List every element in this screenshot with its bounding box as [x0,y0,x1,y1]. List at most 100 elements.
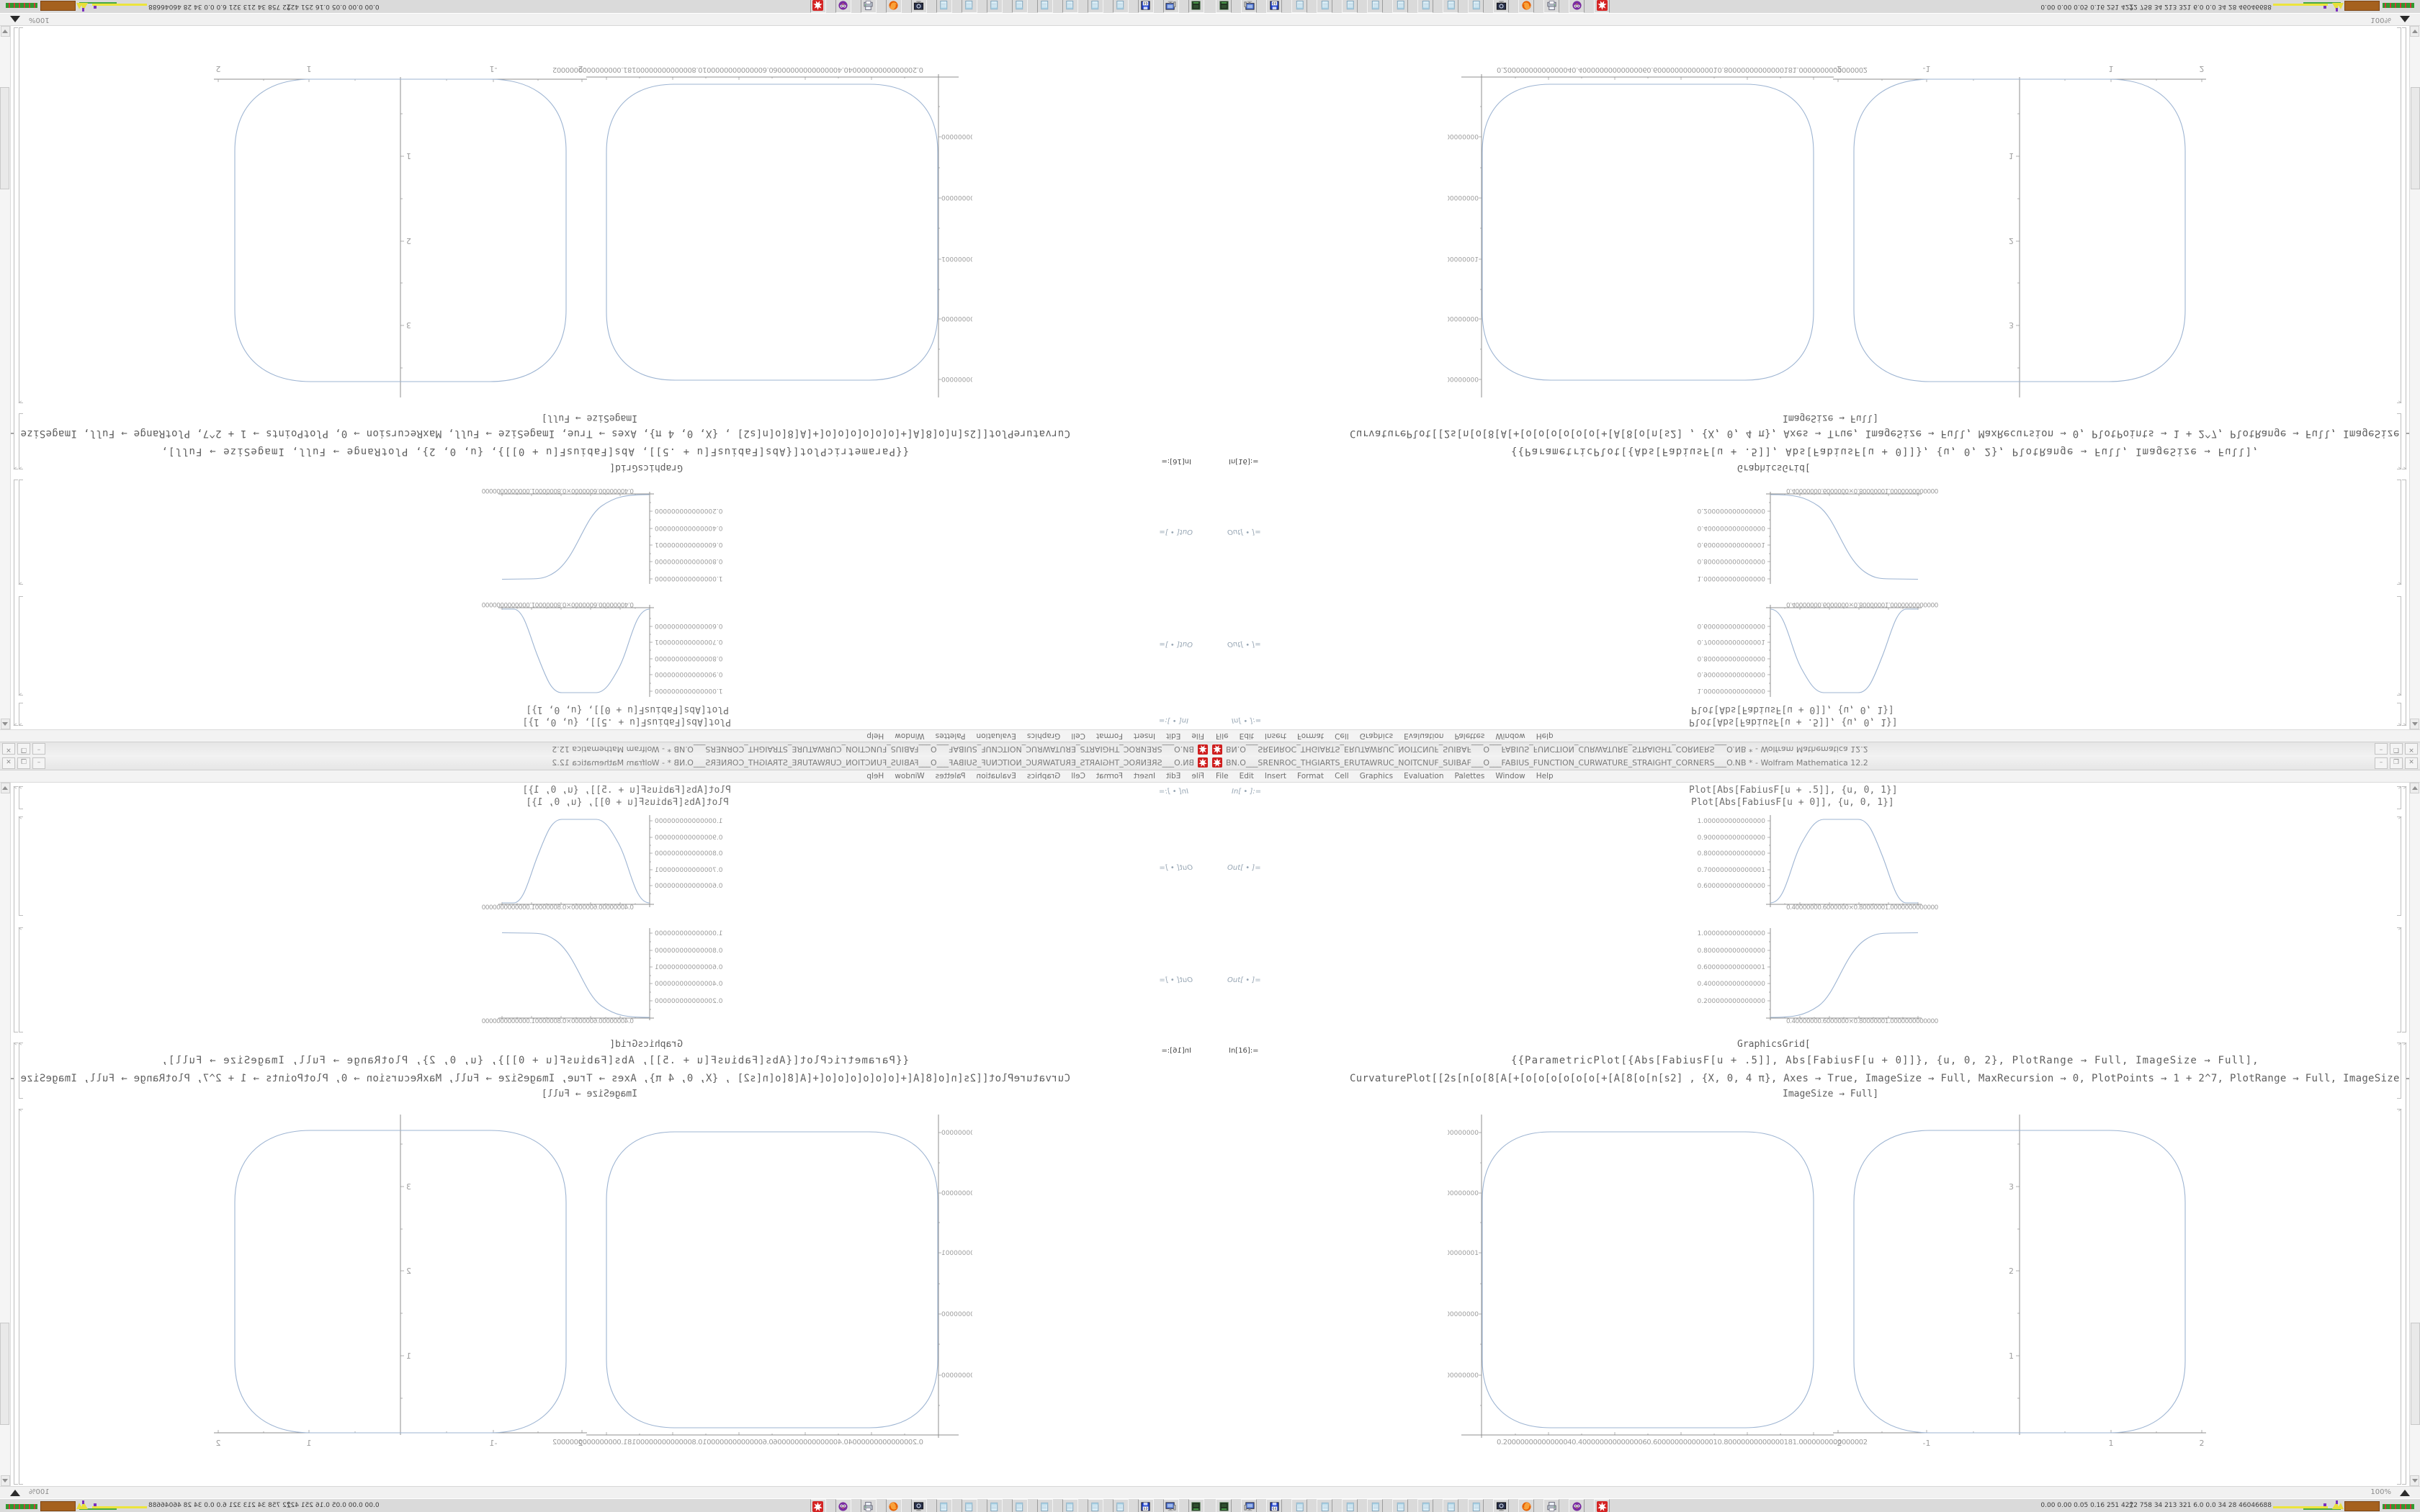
input-cell-line[interactable]: ImageSize → Full] [541,1089,637,1099]
input-cell-line[interactable]: CurvaturePlot[[2s[n[o[8[A[+[o[o[o[o[o[o[… [0,1073,1070,1084]
menu-format[interactable]: Format [1297,732,1325,740]
menu-window[interactable]: Window [895,732,925,740]
notepad-window-button[interactable] [1342,0,1358,13]
mathematica-taskbar-button[interactable] [1594,0,1610,13]
menu-help[interactable]: Help [1536,772,1554,780]
menu-graphics[interactable]: Graphics [1359,732,1394,740]
display-settings-button[interactable] [1241,0,1257,13]
menu-file[interactable]: File [1216,772,1229,780]
notepad-window-button[interactable] [1291,0,1307,13]
cell-bracket[interactable] [2397,27,2401,403]
notepad-window-button[interactable] [1392,1499,1408,1512]
screenshot-tool-button[interactable] [1493,1499,1509,1512]
zoom-level[interactable]: 100% [29,16,50,24]
notepad-window-button[interactable] [1367,1499,1383,1512]
minimize-button[interactable]: – [2375,743,2388,755]
cell-bracket[interactable] [19,480,23,585]
menu-window[interactable]: Window [895,772,925,780]
owl-app-button[interactable] [1569,0,1585,13]
screenshot-tool-button[interactable] [911,1499,927,1512]
cell-bracket[interactable] [19,1109,23,1485]
input-cell-line[interactable]: ImageSize → Full] [1783,1089,1879,1099]
notepad-window-button[interactable] [1088,0,1103,13]
notepad-window-button[interactable] [987,0,1003,13]
scrollbar-thumb[interactable] [2411,1323,2420,1425]
input-cell-line[interactable]: {{ParametricPlot[{Abs[FabiusF[u + .5]], … [1511,1055,2259,1066]
removable-drive-button[interactable] [1188,0,1204,13]
notepad-window-button[interactable] [1417,1499,1433,1512]
menu-insert[interactable]: Insert [1264,732,1287,740]
window-titlebar[interactable]: BN.O___SRENROC_THGIARTS_ERUTAWRUC_NOITCN… [1210,756,2420,770]
input-cell-line[interactable]: GraphicsGrid[ [1737,1039,1811,1050]
input-cell-line[interactable]: GraphicsGrid[ [609,462,683,473]
system-monitor-applet[interactable]: 0.00 0.00 0.05 0.16 251 4272 758 34 213 … [2040,0,2416,13]
scroll-down-button[interactable] [2410,26,2419,37]
cell-bracket[interactable] [19,27,23,403]
close-button[interactable]: ✕ [2,757,15,769]
notepad-window-button[interactable] [936,1499,952,1512]
magnification-bar[interactable]: 100% [0,1486,1210,1498]
cell-bracket[interactable] [19,703,23,726]
menu-evaluation[interactable]: Evaluation [1404,732,1444,740]
save-64-button[interactable]: 64 [1138,1499,1154,1512]
menu-file[interactable]: File [1191,732,1204,740]
notepad-window-button[interactable] [1113,1499,1129,1512]
save-64-button[interactable]: 64 [1266,0,1282,13]
maximize-button[interactable]: ❐ [17,743,30,755]
scroll-up-button[interactable] [1,783,10,793]
notepad-window-button[interactable] [1443,0,1458,13]
resize-grip-icon[interactable] [10,16,20,22]
save-64-button[interactable]: 64 [1266,1499,1282,1512]
cell-group-bracket[interactable] [14,1043,18,1485]
removable-drive-button[interactable] [1216,0,1232,13]
input-cell-line[interactable]: Plot[Abs[FabiusF[u + 0]], {u, 0, 1}] [1691,704,1894,715]
notebook-area[interactable]: In[ • ]:= Plot[Abs[FabiusF[u + .5]], {u,… [1210,26,2420,729]
menu-help[interactable]: Help [866,772,884,780]
mathematica-taskbar-button[interactable] [1594,1499,1610,1512]
cell-group-bracket[interactable] [14,480,18,726]
input-cell-line[interactable]: Plot[Abs[FabiusF[u + 0]], {u, 0, 1}] [526,704,729,715]
cell-bracket[interactable] [19,786,23,809]
window-titlebar[interactable]: BN.O___SRENROC_THGIARTS_ERUTAWRUC_NOITCN… [1210,742,2420,756]
cell-bracket[interactable] [19,1043,23,1099]
cell-bracket[interactable] [2397,816,2401,916]
maximize-button[interactable]: ❐ [2390,743,2403,755]
menu-file[interactable]: File [1216,732,1229,740]
menu-help[interactable]: Help [866,732,884,740]
menu-cell[interactable]: Cell [1071,732,1085,740]
input-cell-line[interactable]: {{ParametricPlot[{Abs[FabiusF[u + .5]], … [161,446,909,457]
scroll-down-button[interactable] [2410,1475,2419,1486]
firefox-button[interactable] [886,1499,902,1512]
notepad-window-button[interactable] [962,1499,977,1512]
magnification-bar[interactable]: 100% [0,14,1210,26]
vertical-scrollbar[interactable] [2409,783,2420,1486]
menu-graphics[interactable]: Graphics [1026,772,1061,780]
menu-insert[interactable]: Insert [1133,732,1156,740]
menu-graphics[interactable]: Graphics [1026,732,1061,740]
notepad-window-button[interactable] [1037,0,1053,13]
menu-palettes[interactable]: Palettes [935,732,966,740]
resize-grip-icon[interactable] [2400,1490,2410,1496]
cell-group-bracket[interactable] [2402,27,2406,469]
close-button[interactable]: ✕ [2,743,15,755]
menu-cell[interactable]: Cell [1335,732,1349,740]
input-cell-line[interactable]: {{ParametricPlot[{Abs[FabiusF[u + .5]], … [161,1055,909,1066]
input-cell-line[interactable]: {{ParametricPlot[{Abs[FabiusF[u + .5]], … [1511,446,2259,457]
input-cell-line[interactable]: Plot[Abs[FabiusF[u + 0]], {u, 0, 1}] [526,797,729,808]
zoom-level[interactable]: 100% [2370,1488,2391,1496]
printer-button[interactable] [1543,1499,1559,1512]
screenshot-tool-button[interactable] [911,0,927,13]
input-cell-line[interactable]: ImageSize → Full] [1783,413,1879,423]
notepad-window-button[interactable] [1367,0,1383,13]
notepad-window-button[interactable] [1113,0,1129,13]
menu-insert[interactable]: Insert [1264,772,1287,780]
mathematica-taskbar-button[interactable] [810,0,826,13]
printer-button[interactable] [861,1499,877,1512]
menu-edit[interactable]: Edit [1239,772,1254,780]
input-cell-line[interactable]: Plot[Abs[FabiusF[u + .5]], {u, 0, 1}] [1689,785,1898,796]
menu-edit[interactable]: Edit [1166,772,1181,780]
notepad-window-button[interactable] [1037,1499,1053,1512]
menu-format[interactable]: Format [1095,772,1123,780]
resize-grip-icon[interactable] [2400,16,2410,22]
cell-group-bracket[interactable] [14,27,18,469]
